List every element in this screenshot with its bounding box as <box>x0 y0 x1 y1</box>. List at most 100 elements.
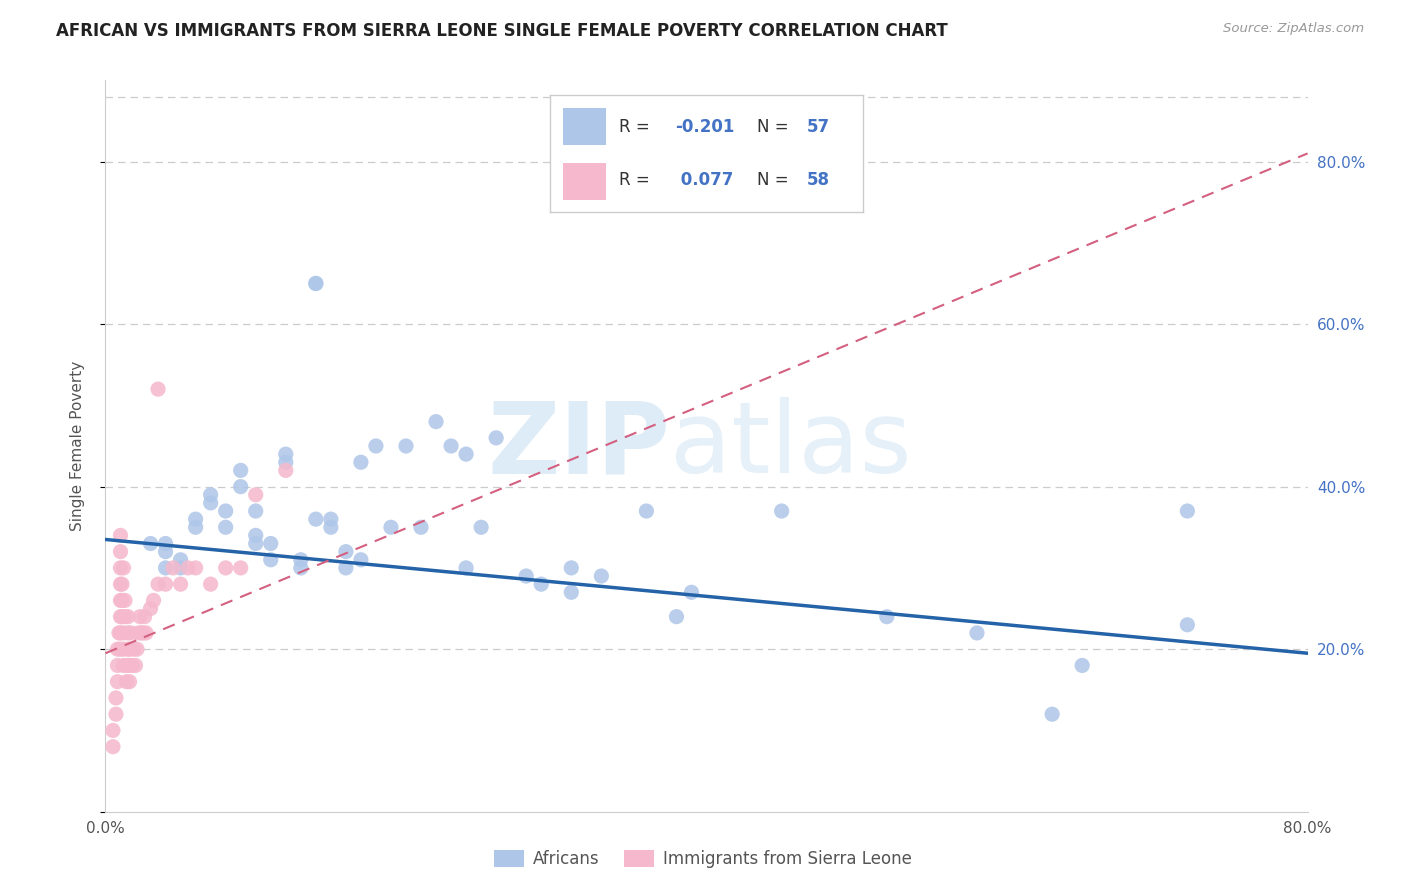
Point <box>111 577 134 591</box>
Point <box>131 626 153 640</box>
Point <box>104 690 127 705</box>
Point <box>200 496 222 510</box>
Point <box>515 569 537 583</box>
Point <box>335 561 357 575</box>
Point <box>319 520 342 534</box>
Point <box>101 739 124 754</box>
Point <box>305 277 328 291</box>
Point <box>110 626 132 640</box>
Point <box>395 439 418 453</box>
Point <box>132 626 155 640</box>
Point <box>104 707 127 722</box>
Point <box>245 528 267 542</box>
Point <box>200 488 222 502</box>
Point <box>146 382 169 396</box>
Point <box>177 561 200 575</box>
Point <box>117 609 139 624</box>
Point <box>229 561 252 575</box>
Point <box>591 569 613 583</box>
Text: ZIP: ZIP <box>488 398 671 494</box>
Point <box>380 520 402 534</box>
Point <box>770 504 793 518</box>
Point <box>121 658 143 673</box>
Point <box>139 601 162 615</box>
Point <box>184 561 207 575</box>
Point <box>229 480 252 494</box>
Point <box>110 609 132 624</box>
Point <box>229 463 252 477</box>
Point <box>117 642 139 657</box>
Point <box>125 642 148 657</box>
Point <box>260 553 283 567</box>
Point <box>1175 504 1198 518</box>
Point <box>169 561 191 575</box>
Point <box>155 561 177 575</box>
Point <box>274 463 297 477</box>
Point <box>110 593 132 607</box>
Point <box>440 439 463 453</box>
Point <box>122 642 145 657</box>
Point <box>290 553 312 567</box>
Text: AFRICAN VS IMMIGRANTS FROM SIERRA LEONE SINGLE FEMALE POVERTY CORRELATION CHART: AFRICAN VS IMMIGRANTS FROM SIERRA LEONE … <box>56 22 948 40</box>
Point <box>184 520 207 534</box>
Point <box>665 609 688 624</box>
Point <box>169 553 191 567</box>
Point <box>107 642 129 657</box>
Point <box>1071 658 1094 673</box>
Point <box>454 561 477 575</box>
Point <box>115 658 138 673</box>
Point <box>636 504 658 518</box>
Point <box>350 553 373 567</box>
Point <box>1040 707 1063 722</box>
Point <box>425 415 447 429</box>
Point <box>110 544 132 558</box>
Point <box>245 504 267 518</box>
Point <box>107 658 129 673</box>
Point <box>111 609 134 624</box>
Point <box>135 626 157 640</box>
Point <box>129 609 152 624</box>
Point <box>876 609 898 624</box>
Point <box>454 447 477 461</box>
Point <box>485 431 508 445</box>
Point <box>146 577 169 591</box>
Point <box>364 439 387 453</box>
Point <box>110 577 132 591</box>
Point <box>530 577 553 591</box>
Point <box>142 593 165 607</box>
Point <box>118 642 141 657</box>
Point <box>110 528 132 542</box>
Point <box>1175 617 1198 632</box>
Point <box>162 561 184 575</box>
Text: atlas: atlas <box>671 398 912 494</box>
Point <box>966 626 988 640</box>
Point <box>115 674 138 689</box>
Point <box>112 658 135 673</box>
Point <box>110 642 132 657</box>
Point <box>101 723 124 738</box>
Point <box>111 593 134 607</box>
Point <box>245 488 267 502</box>
Point <box>305 277 328 291</box>
Point <box>681 585 703 599</box>
Point <box>290 561 312 575</box>
Point <box>139 536 162 550</box>
Point <box>112 626 135 640</box>
Point <box>108 626 131 640</box>
Point <box>117 626 139 640</box>
Point <box>214 504 236 518</box>
Point <box>350 455 373 469</box>
Point <box>169 577 191 591</box>
Point <box>134 609 156 624</box>
Point <box>560 585 582 599</box>
Point <box>114 593 136 607</box>
Point <box>274 447 297 461</box>
Point <box>112 561 135 575</box>
Point <box>107 674 129 689</box>
Point <box>118 658 141 673</box>
Text: Source: ZipAtlas.com: Source: ZipAtlas.com <box>1223 22 1364 36</box>
Point <box>155 577 177 591</box>
Y-axis label: Single Female Poverty: Single Female Poverty <box>70 361 84 531</box>
Point <box>128 626 150 640</box>
Point <box>155 544 177 558</box>
